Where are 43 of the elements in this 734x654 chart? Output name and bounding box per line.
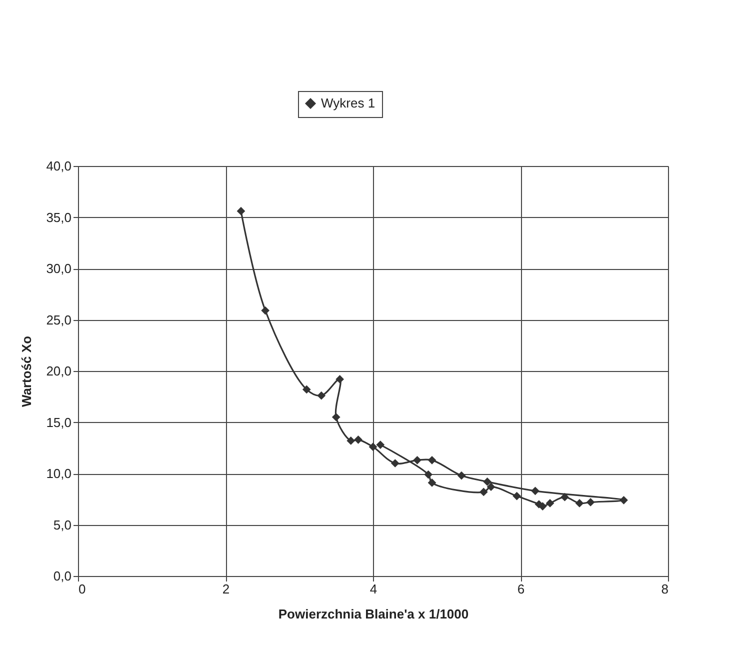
y-tick-label: 30,0 — [46, 261, 72, 276]
point — [354, 435, 362, 444]
point — [368, 442, 378, 452]
x-tick-label: 6 — [517, 582, 525, 596]
y-tick-label: 25,0 — [46, 312, 72, 328]
y-tick-label: 35,0 — [46, 210, 72, 225]
point — [424, 470, 432, 479]
point — [390, 459, 400, 468]
point — [346, 436, 356, 445]
point — [336, 375, 344, 384]
point — [483, 478, 492, 486]
y-tick-label: 15,0 — [46, 414, 72, 430]
y-tick-label: 40,0 — [46, 158, 72, 174]
x-tick-label: 8 — [661, 582, 668, 596]
point — [512, 492, 521, 500]
y-axis-title: Wartość Xo — [19, 336, 34, 408]
point — [332, 412, 340, 422]
x-tick-label: 0 — [78, 582, 86, 596]
point — [428, 478, 436, 487]
point — [236, 206, 246, 216]
x-tick-label: 2 — [222, 582, 230, 596]
x-axis-title: Powierzchnia Blaine'a x 1/1000 — [278, 606, 469, 622]
legend-label: Wykres 1 — [321, 96, 376, 110]
y-tick-label: 5,0 — [53, 517, 72, 532]
y-tick-label: 0,0 — [53, 568, 72, 584]
y-tick-label: 20,0 — [46, 364, 72, 378]
point — [376, 440, 385, 449]
point — [457, 471, 466, 480]
point — [575, 499, 584, 508]
point — [302, 385, 311, 394]
y-tick-label: 10,0 — [46, 466, 72, 481]
point — [486, 482, 496, 492]
point — [531, 486, 540, 496]
point — [317, 391, 326, 400]
point — [560, 492, 569, 502]
point — [261, 306, 270, 315]
x-tick-label: 4 — [370, 582, 378, 596]
point — [620, 496, 628, 504]
point — [546, 499, 554, 508]
point — [479, 488, 488, 496]
point — [586, 498, 595, 506]
point — [428, 456, 436, 464]
point — [413, 456, 422, 464]
